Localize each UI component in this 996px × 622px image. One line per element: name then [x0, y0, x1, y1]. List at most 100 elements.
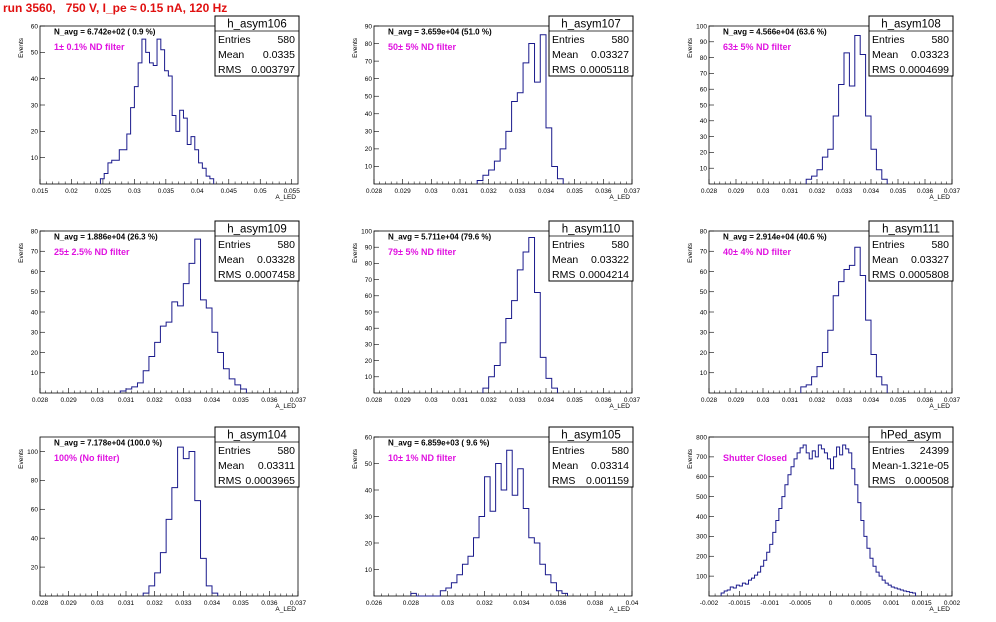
y-tick-label: 90 [365, 245, 373, 252]
x-tick-label: 0 [829, 600, 833, 607]
histogram-name: h_asym110 [562, 224, 621, 236]
y-tick-label: 80 [365, 261, 373, 268]
navg-label: N_avg = 7.178e+04 (100.0 %) [54, 439, 162, 448]
y-tick-label: 90 [365, 23, 373, 30]
navg-box [40, 437, 175, 448]
y-tick-label: 500 [696, 494, 707, 501]
y-tick-label: 30 [700, 330, 708, 337]
x-tick-label: 0.0015 [912, 600, 932, 607]
x-tick-label: 0.034 [863, 397, 880, 404]
x-axis-label: A_LED [929, 194, 950, 201]
filter-annotation: 25± 2.5% ND filter [54, 247, 130, 257]
y-tick-label: 70 [700, 249, 708, 256]
stats-value: 580 [931, 239, 949, 251]
stats-value: 580 [931, 34, 949, 46]
navg-label: N_avg = 3.659e+04 (51.0 %) [388, 28, 492, 37]
stats-value: 0.03328 [257, 254, 295, 266]
stats-box [548, 15, 634, 77]
x-tick-label: 0.028 [701, 188, 718, 195]
y-tick-label: 10 [700, 166, 708, 173]
x-tick-label: 0.031 [782, 397, 799, 404]
y-tick-label: 40 [31, 535, 39, 542]
y-tick-label: 40 [365, 487, 373, 494]
stats-key: Entries [218, 34, 251, 46]
y-tick-label: 80 [365, 41, 373, 48]
stats-key: Entries [218, 239, 251, 251]
y-tick-label: 70 [700, 71, 708, 78]
stats-value: -1.321e-05 [898, 460, 949, 472]
y-axis-label: Events [687, 37, 694, 58]
stats-value: 0.03322 [591, 254, 629, 266]
y-tick-label: 50 [31, 289, 39, 296]
y-tick-label: 70 [365, 58, 373, 65]
x-tick-label: 0.031 [782, 188, 799, 195]
x-tick-label: 0.03 [91, 600, 104, 607]
y-tick-label: 30 [365, 342, 373, 349]
y-tick-label: 60 [31, 269, 39, 276]
filter-annotation: 40± 4% ND filter [723, 247, 791, 257]
x-tick-label: 0.038 [587, 600, 604, 607]
filter-annotation: 63± 5% ND filter [723, 42, 791, 52]
histogram-line [720, 444, 917, 596]
x-tick-label: 0.037 [624, 397, 641, 404]
stats-key: Mean [552, 49, 578, 61]
stats-value: 0.03327 [591, 49, 629, 61]
x-tick-label: 0.04 [626, 600, 639, 607]
stats-box [548, 426, 634, 488]
y-tick-label: 20 [365, 540, 373, 547]
y-axis-label: Events [352, 242, 359, 263]
stats-key: Entries [552, 34, 585, 46]
y-tick-label: 40 [365, 111, 373, 118]
navg-label: N_avg = 4.566e+04 (63.6 %) [723, 28, 827, 37]
stats-key: Entries [552, 239, 585, 251]
x-tick-label: 0.025 [95, 188, 112, 195]
histogram-line [476, 34, 564, 184]
stats-key: Entries [872, 34, 905, 46]
x-tick-label: 0.028 [32, 397, 49, 404]
y-tick-label: 100 [361, 228, 372, 235]
x-tick-label: 0.015 [32, 188, 49, 195]
navg-box [374, 26, 505, 37]
histogram-name: h_asym109 [227, 224, 286, 236]
navg-label: N_avg = 6.742e+02 ( 0.9 %) [54, 28, 156, 37]
histogram-panel-h_asym106: 0.015 0.02 0.025 0.03 0.035 0.04 0.045 0.05 0.05… [18, 15, 300, 201]
x-tick-label: 0.033 [836, 397, 853, 404]
x-tick-label: 0.037 [944, 397, 961, 404]
y-tick-label: 30 [365, 514, 373, 521]
stats-value: 0.0003965 [245, 475, 295, 487]
x-tick-label: 0.037 [290, 600, 307, 607]
filter-annotation: 50± 5% ND filter [388, 42, 456, 52]
stats-key: Mean [218, 460, 244, 472]
y-tick-label: 80 [31, 228, 39, 235]
y-tick-label: 50 [365, 94, 373, 101]
stats-key: Mean [552, 254, 578, 266]
x-tick-label: 0.036 [550, 600, 567, 607]
x-axis-label: A_LED [609, 403, 630, 410]
y-tick-label: 60 [31, 507, 39, 514]
navg-box [709, 231, 840, 242]
x-axis-label: A_LED [929, 403, 950, 410]
y-axis-label: Events [352, 37, 359, 58]
navg-label: N_avg = 1.886e+04 (26.3 %) [54, 233, 158, 242]
histogram-line [410, 449, 568, 597]
stats-key: RMS [872, 475, 895, 487]
x-tick-label: 0.032 [809, 397, 826, 404]
filter-annotation: 1± 0.1% ND filter [54, 42, 125, 52]
x-tick-label: -0.002 [700, 600, 719, 607]
stats-value: 580 [611, 239, 629, 251]
y-tick-label: 600 [696, 474, 707, 481]
stats-value: 0.001159 [586, 475, 629, 487]
x-tick-label: 0.035 [567, 188, 584, 195]
stats-key: Entries [872, 445, 905, 457]
y-tick-label: 700 [696, 454, 707, 461]
histogram-name: h_asym107 [561, 19, 620, 31]
stats-value: 0.000508 [905, 475, 949, 487]
histogram-panel-h_asym108: 0.028 0.029 0.03 0.031 0.032 0.033 0.034 0.035 0… [687, 15, 961, 201]
stats-key: Mean [552, 460, 578, 472]
x-tick-label: 0.029 [395, 188, 412, 195]
stats-value: 580 [277, 239, 295, 251]
y-tick-label: 60 [365, 293, 373, 300]
x-tick-label: 0.034 [204, 397, 221, 404]
x-tick-label: 0.036 [595, 397, 612, 404]
x-axis-label: A_LED [275, 194, 296, 201]
